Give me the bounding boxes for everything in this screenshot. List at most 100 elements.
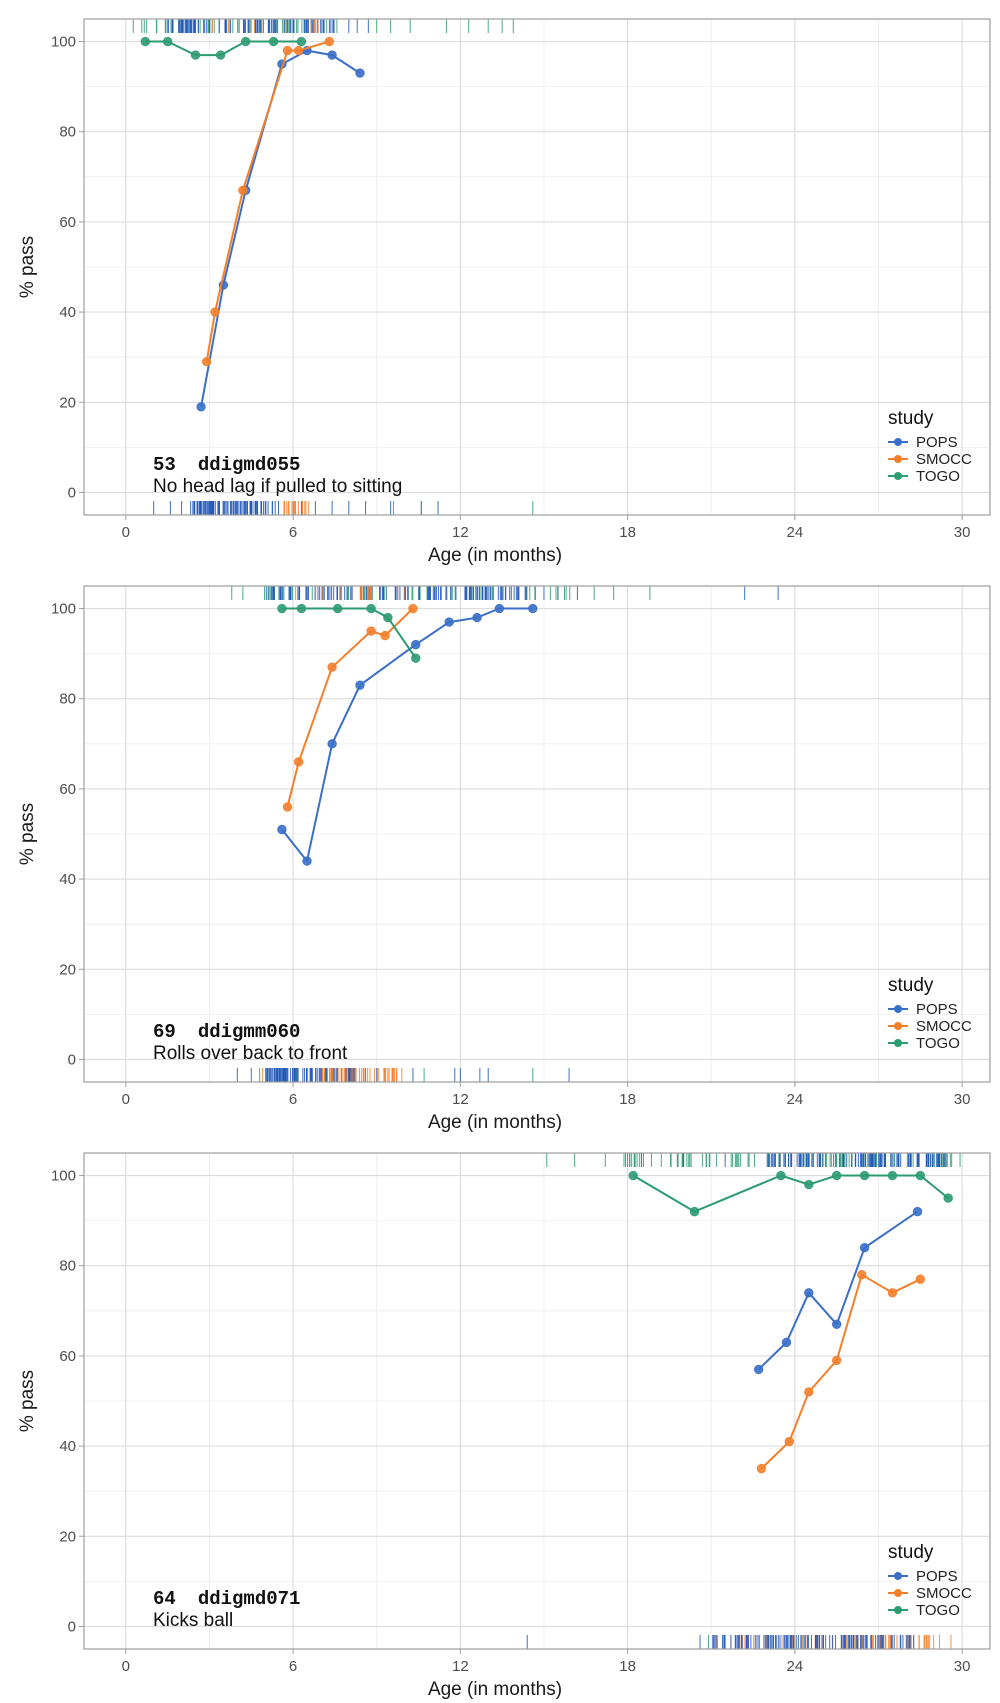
data-point-pops: [277, 824, 287, 835]
x-tick-label: 24: [787, 1658, 804, 1675]
data-point-smocc: [784, 1436, 794, 1447]
x-tick-label: 18: [619, 1658, 636, 1675]
x-tick-label: 6: [289, 524, 297, 541]
x-tick-label: 6: [289, 1091, 297, 1108]
item-number-code: 53 ddigmd055: [153, 454, 300, 476]
x-tick-label: 0: [122, 524, 130, 541]
y-tick-label: 60: [59, 781, 76, 798]
x-axis-title: Age (in months): [428, 545, 562, 566]
data-point-togo: [215, 50, 226, 60]
legend-key-point-smocc: [894, 1022, 902, 1030]
x-tick-label: 24: [787, 524, 804, 541]
major-gridlines: [84, 19, 990, 515]
y-tick-label: 60: [59, 1348, 76, 1365]
series-togo: [277, 603, 421, 663]
data-point-pops: [196, 402, 206, 412]
data-point-pops: [804, 1288, 814, 1298]
legend-title: study: [888, 1542, 934, 1563]
data-point-togo: [240, 36, 251, 47]
data-point-smocc: [756, 1463, 767, 1474]
data-point-smocc: [324, 36, 335, 47]
data-point-pops: [912, 1206, 923, 1217]
y-tick-label: 20: [59, 961, 76, 978]
data-point-pops: [355, 68, 365, 78]
data-point-pops: [411, 639, 421, 650]
y-axis-title: % pass: [17, 1370, 38, 1432]
y-axis-title: % pass: [17, 236, 38, 298]
legend-label-smocc: SMOCC: [916, 1018, 972, 1035]
item-number-code: 64 ddigmd071: [153, 1588, 300, 1610]
plot-border: [83, 1152, 991, 1650]
item-number: 64: [153, 1588, 176, 1610]
y-tick-label: 80: [59, 691, 76, 708]
item-number: 69: [153, 1021, 176, 1043]
data-point-togo: [277, 603, 287, 614]
data-point-smocc: [804, 1387, 814, 1397]
x-tick-label: 0: [122, 1091, 130, 1108]
y-tick-label: 0: [68, 484, 76, 501]
legend-label-togo: TOGO: [916, 1035, 960, 1052]
data-point-smocc: [887, 1288, 898, 1298]
data-point-pops: [472, 612, 482, 623]
chart-panel-3: 0 6 12 18 24 30 0 20 40 60 80 100 Age (in months) % p…: [17, 1152, 991, 1700]
series-smocc: [282, 603, 418, 812]
data-point-pops: [528, 603, 538, 614]
data-point-togo: [776, 1170, 786, 1181]
item-code: ddigmd071: [198, 1588, 301, 1610]
item-number-code: 69 ddigmm060: [153, 1021, 300, 1043]
legend-key-point-pops: [894, 1572, 902, 1580]
data-point-togo: [411, 653, 421, 663]
data-point-togo: [887, 1170, 898, 1181]
series-pops: [196, 45, 365, 412]
legend-key-point-togo: [894, 1039, 902, 1047]
series-line-pops: [757, 1210, 919, 1371]
rug-bottom: [236, 1068, 570, 1082]
series-line-smocc: [205, 40, 330, 362]
data-point-smocc: [293, 757, 304, 767]
legend-key-point-pops: [894, 1005, 902, 1013]
legend-label-togo: TOGO: [916, 468, 960, 485]
y-tick-label: 80: [59, 1258, 76, 1275]
data-point-togo: [804, 1179, 814, 1190]
legend-key-point-togo: [894, 472, 902, 480]
item-description: Kicks ball: [153, 1610, 233, 1631]
series-smocc: [756, 1270, 926, 1474]
item-number: 53: [153, 454, 176, 476]
y-tick-label: 100: [51, 1168, 76, 1185]
x-tick-label: 6: [289, 1658, 297, 1675]
data-point-smocc: [238, 185, 248, 196]
data-point-togo: [268, 36, 279, 47]
x-tick-label: 30: [954, 1091, 971, 1108]
item-code: ddigmm060: [198, 1021, 301, 1043]
series-smocc: [201, 36, 335, 367]
x-tick-label: 12: [452, 1091, 469, 1108]
data-point-togo: [859, 1170, 870, 1181]
data-point-pops: [327, 50, 337, 60]
y-axis-title: % pass: [17, 803, 38, 865]
data-point-pops: [327, 739, 337, 749]
data-point-smocc: [380, 630, 390, 641]
y-tick-label: 100: [51, 34, 76, 51]
data-point-smocc: [408, 603, 418, 614]
y-tick-label: 100: [51, 601, 76, 618]
x-axis-title: Age (in months): [428, 1679, 562, 1700]
data-point-togo: [943, 1193, 953, 1203]
legend-key-point-smocc: [894, 1589, 902, 1597]
item-description: Rolls over back to front: [153, 1043, 348, 1064]
data-point-smocc: [201, 356, 212, 367]
legend-key-point-smocc: [894, 455, 902, 463]
y-tick-label: 0: [68, 1618, 76, 1635]
data-point-togo: [296, 603, 307, 614]
data-point-togo: [628, 1170, 638, 1181]
x-tick-label: 18: [619, 1091, 636, 1108]
minor-gridlines: [84, 586, 990, 1082]
x-tick-label: 18: [619, 524, 636, 541]
data-point-togo: [140, 36, 151, 47]
data-point-smocc: [282, 45, 293, 56]
chart-panel-2: 0 6 12 18 24 30 0 20 40 60 80 100 Age (in months) % p…: [17, 585, 991, 1133]
y-tick-label: 40: [59, 1438, 76, 1455]
